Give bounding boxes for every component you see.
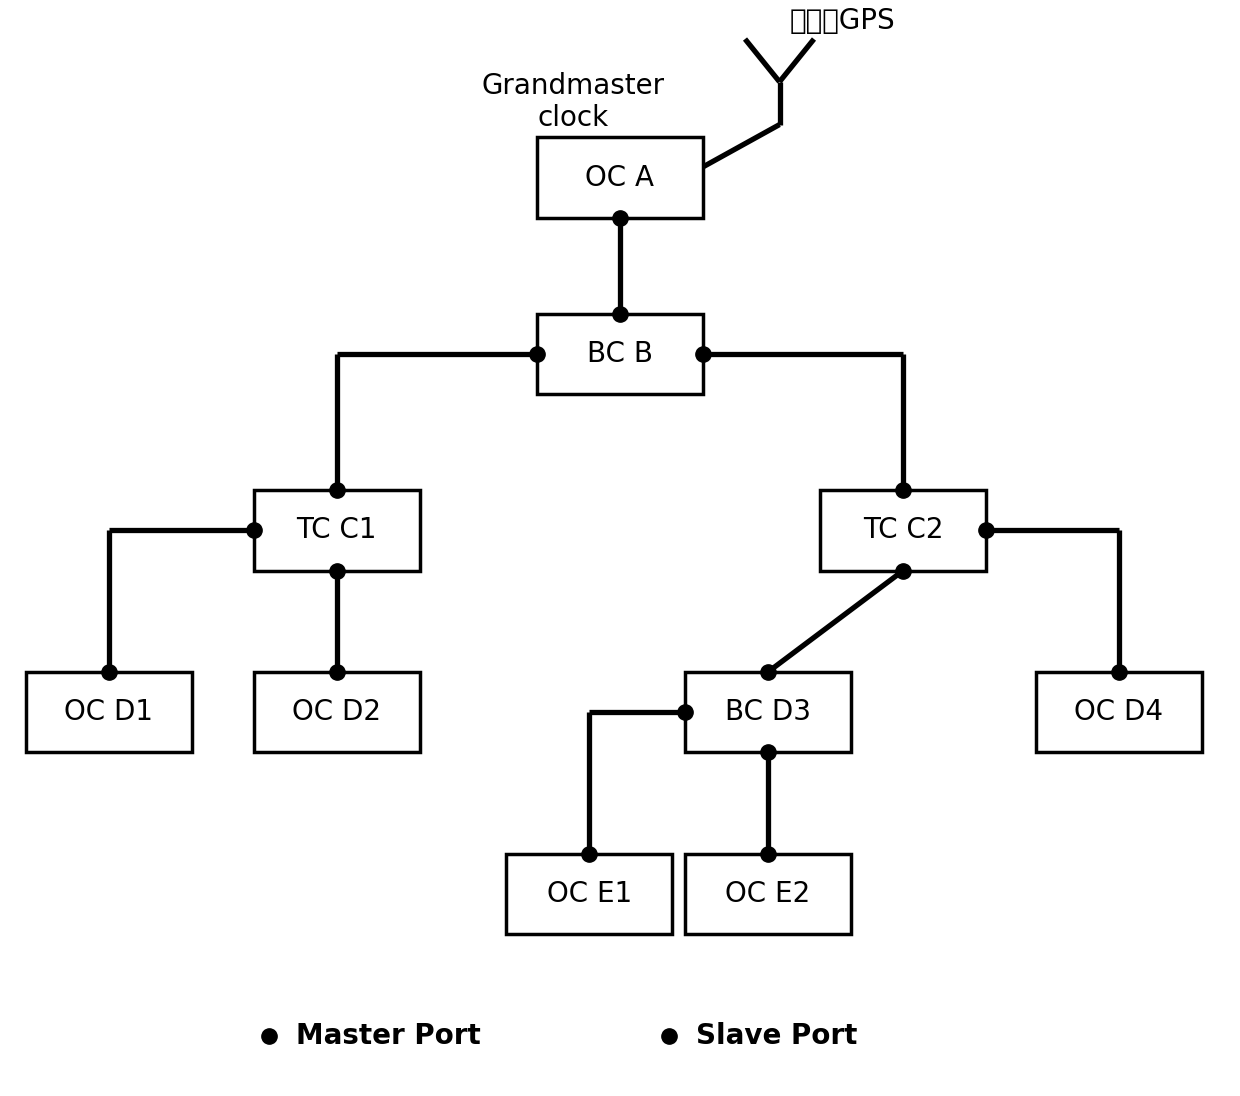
Text: Slave Port: Slave Port <box>697 1023 858 1050</box>
Text: OC D1: OC D1 <box>64 698 154 727</box>
FancyBboxPatch shape <box>537 313 703 395</box>
Text: Grandmaster
clock: Grandmaster clock <box>481 71 665 133</box>
Text: OC E1: OC E1 <box>547 880 632 907</box>
Text: OC D2: OC D2 <box>293 698 381 727</box>
FancyBboxPatch shape <box>253 490 420 571</box>
FancyBboxPatch shape <box>506 854 672 934</box>
Text: OC A: OC A <box>585 163 655 192</box>
FancyBboxPatch shape <box>820 490 987 571</box>
FancyBboxPatch shape <box>1035 672 1202 752</box>
FancyBboxPatch shape <box>26 672 192 752</box>
Text: Master Port: Master Port <box>296 1023 481 1050</box>
FancyBboxPatch shape <box>253 672 420 752</box>
Text: OC D4: OC D4 <box>1074 698 1163 727</box>
Text: TC C1: TC C1 <box>296 516 377 545</box>
Text: TC C2: TC C2 <box>863 516 944 545</box>
Text: 同步于GPS: 同步于GPS <box>790 7 895 35</box>
Text: OC E2: OC E2 <box>725 880 811 907</box>
FancyBboxPatch shape <box>684 672 851 752</box>
FancyBboxPatch shape <box>537 137 703 218</box>
Text: BC D3: BC D3 <box>725 698 811 727</box>
FancyBboxPatch shape <box>684 854 851 934</box>
Text: BC B: BC B <box>587 340 653 368</box>
